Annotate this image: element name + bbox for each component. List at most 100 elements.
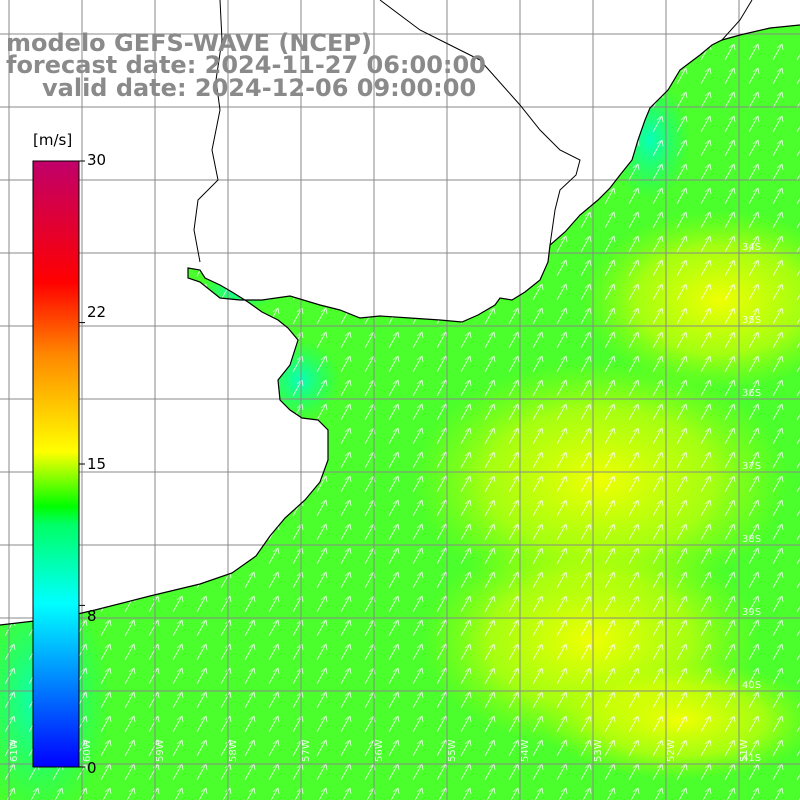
- wind-arrow: [508, 547, 520, 565]
- wind-arrow: [652, 259, 664, 277]
- wind-arrow: [652, 403, 664, 421]
- wind-arrow: [700, 163, 712, 181]
- wind-arrow: [268, 571, 280, 589]
- longitude-label: 57W: [301, 739, 312, 762]
- wind-arrow: [484, 427, 496, 445]
- wind-arrow: [556, 499, 568, 517]
- wind-arrow: [100, 691, 112, 709]
- wind-arrow: [532, 715, 544, 733]
- wind-arrow: [532, 355, 544, 373]
- wind-arrow: [628, 235, 640, 253]
- wind-arrow: [340, 763, 352, 781]
- wind-arrow: [244, 571, 256, 589]
- wind-arrow: [652, 307, 664, 325]
- wind-arrow: [196, 547, 208, 565]
- wind-arrow: [484, 307, 496, 325]
- wind-arrow: [532, 667, 544, 685]
- wind-arrow: [628, 163, 640, 181]
- wind-arrow: [316, 691, 328, 709]
- wind-arrow: [460, 739, 472, 757]
- wind-arrow: [268, 115, 280, 133]
- wind-arrow: [4, 187, 16, 205]
- wind-arrow: [604, 643, 616, 661]
- wind-arrow: [268, 787, 280, 800]
- title-model: modelo GEFS-WAVE (NCEP): [6, 29, 372, 57]
- wind-arrow: [340, 427, 352, 445]
- wind-arrow: [748, 763, 760, 781]
- wind-arrow: [796, 715, 800, 733]
- longitude-label: 54W: [520, 739, 531, 762]
- wind-arrow: [676, 187, 688, 205]
- wind-arrow: [196, 163, 208, 181]
- wind-arrow: [124, 691, 136, 709]
- wind-arrow: [196, 475, 208, 493]
- wind-arrow: [172, 115, 184, 133]
- wind-arrow: [316, 643, 328, 661]
- wind-arrow: [412, 379, 424, 397]
- wind-arrow: [748, 235, 760, 253]
- wind-arrow: [484, 571, 496, 589]
- wind-arrow: [484, 787, 496, 800]
- wind-arrow: [604, 715, 616, 733]
- wind-arrow: [604, 619, 616, 637]
- wind-arrow: [628, 451, 640, 469]
- wind-arrow: [268, 715, 280, 733]
- wind-arrow: [724, 283, 736, 301]
- wind-arrow: [124, 283, 136, 301]
- wind-arrow: [484, 739, 496, 757]
- wind-arrow: [172, 787, 184, 800]
- wind-arrow: [316, 139, 328, 157]
- wind-arrow: [316, 283, 328, 301]
- wind-arrow: [748, 67, 760, 85]
- wind-arrow: [604, 307, 616, 325]
- wind-arrow: [700, 211, 712, 229]
- wind-arrow: [676, 235, 688, 253]
- wind-arrow: [412, 547, 424, 565]
- wind-arrow: [700, 331, 712, 349]
- wind-arrow: [724, 451, 736, 469]
- wind-arrow: [4, 283, 16, 301]
- wind-arrow: [508, 403, 520, 421]
- wind-arrow: [100, 715, 112, 733]
- wind-arrow: [580, 547, 592, 565]
- wind-arrow: [220, 403, 232, 421]
- wind-arrow: [556, 427, 568, 445]
- wind-arrow: [508, 595, 520, 613]
- wind-arrow: [700, 691, 712, 709]
- wind-arrow: [484, 619, 496, 637]
- wind-arrow: [676, 379, 688, 397]
- wind-arrow: [628, 115, 640, 133]
- wind-arrow: [628, 307, 640, 325]
- latitude-label: 39S: [742, 607, 761, 618]
- wind-arrow: [4, 475, 16, 493]
- title-forecast-date: forecast date: 2024-11-27 06:00:00: [6, 51, 486, 79]
- wind-arrow: [148, 283, 160, 301]
- latitude-label: 34S: [742, 242, 761, 253]
- wind-arrow: [388, 667, 400, 685]
- wind-arrow: [532, 643, 544, 661]
- wind-arrow: [556, 403, 568, 421]
- wind-arrow: [700, 427, 712, 445]
- wind-arrow: [772, 235, 784, 253]
- wind-arrow: [172, 139, 184, 157]
- wind-arrow: [700, 499, 712, 517]
- wind-arrow: [604, 379, 616, 397]
- wind-arrow: [652, 691, 664, 709]
- wind-arrow: [124, 331, 136, 349]
- wind-arrow: [484, 163, 496, 181]
- wind-arrow: [604, 211, 616, 229]
- wind-arrow: [460, 595, 472, 613]
- wind-arrow: [244, 715, 256, 733]
- wind-arrow: [508, 667, 520, 685]
- wind-arrow: [484, 643, 496, 661]
- wind-arrow: [796, 499, 800, 517]
- wind-arrow: [796, 115, 800, 133]
- wind-arrow: [100, 571, 112, 589]
- wind-arrow: [508, 379, 520, 397]
- wind-arrow: [628, 763, 640, 781]
- wind-arrow: [724, 499, 736, 517]
- wind-arrow: [580, 187, 592, 205]
- wind-arrow: [532, 259, 544, 277]
- wind-arrow: [628, 739, 640, 757]
- wind-arrow: [244, 475, 256, 493]
